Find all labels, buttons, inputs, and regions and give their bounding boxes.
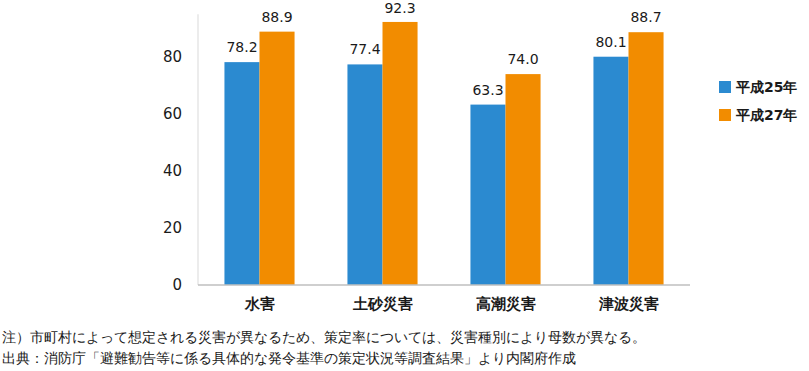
- note: 出典：消防庁「避難勧告等に係る具体的な発令基準の策定状況等調査結果」より内閣府作…: [2, 350, 576, 366]
- chart: 0 20 40 60 80 78.2 77.4 63.3 80.1 88.9 92.3 74.0 88.…: [0, 0, 809, 371]
- legend-label: 平成25年: [735, 79, 797, 95]
- data-label: 80.1: [595, 34, 626, 50]
- data-label: 88.7: [630, 9, 661, 25]
- bar: [347, 64, 382, 285]
- data-label: 63.3: [472, 82, 503, 98]
- x-axis-line: [198, 284, 690, 286]
- y-tick-label: 60: [163, 105, 182, 123]
- note: 注）市町村によって想定される災害が異なるため、策定率については、災害種別により母…: [2, 329, 646, 345]
- x-tick-label: 高潮災害: [476, 295, 536, 313]
- bar: [506, 74, 541, 285]
- x-tick-label: 津波災害: [598, 295, 659, 313]
- data-label: 77.4: [349, 41, 380, 57]
- bar: [593, 57, 628, 285]
- legend-swatch: [719, 81, 731, 93]
- data-label: 92.3: [384, 0, 415, 16]
- bar: [629, 32, 664, 285]
- legend-swatch: [719, 109, 731, 121]
- y-tick-label: 80: [163, 48, 182, 66]
- bar: [470, 105, 505, 285]
- bar: [383, 22, 418, 285]
- data-label: 88.9: [261, 9, 292, 25]
- legend-label: 平成27年: [735, 107, 797, 123]
- data-label: 74.0: [507, 51, 538, 67]
- x-tick-label: 土砂災害: [352, 295, 413, 313]
- bars: [224, 22, 663, 285]
- y-tick-label: 40: [163, 162, 182, 180]
- y-axis-line: [198, 14, 199, 285]
- bar: [260, 32, 295, 285]
- bar: [224, 62, 259, 285]
- y-tick-label: 0: [172, 276, 182, 294]
- x-tick-label: 水害: [244, 295, 275, 313]
- data-label: 78.2: [226, 39, 257, 55]
- y-tick-label: 20: [163, 219, 182, 237]
